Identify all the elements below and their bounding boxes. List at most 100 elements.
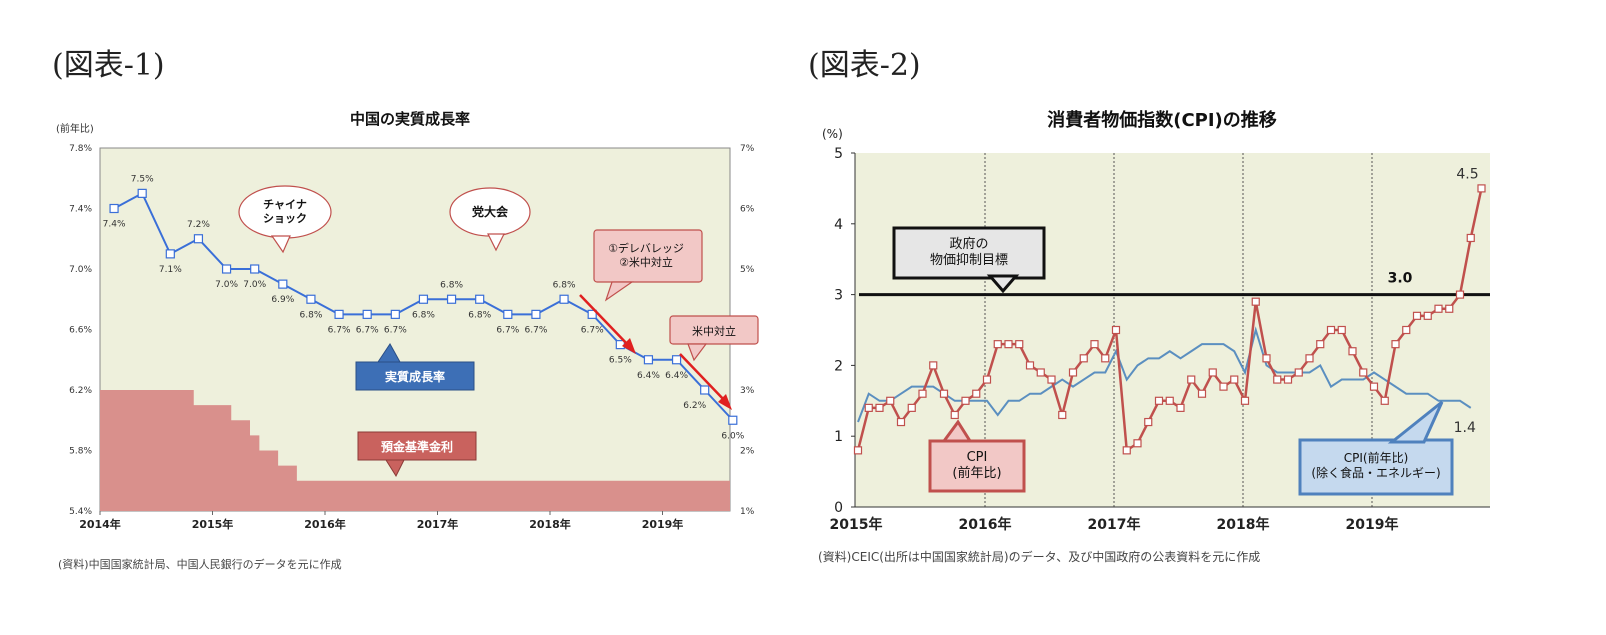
growth-point <box>165 249 175 259</box>
cpi-point <box>1197 389 1207 398</box>
cpi-point <box>1219 382 1228 391</box>
cpi-point <box>1262 354 1271 363</box>
growth-rate-label-pointer <box>377 343 401 363</box>
cpi-point <box>1455 290 1465 299</box>
y-unit-label: (前年比) <box>56 122 94 135</box>
cpi-point <box>907 403 916 412</box>
cpi-point <box>1025 361 1035 370</box>
growth-point <box>503 309 513 319</box>
cpi-point <box>1391 340 1400 349</box>
growth-point <box>362 309 372 319</box>
cpi-point <box>1380 396 1389 405</box>
cpi-point <box>1466 233 1475 243</box>
growth-point <box>278 279 288 289</box>
callout-deleveraging-box <box>593 229 703 283</box>
target-callout-box <box>892 226 1046 280</box>
cpi-point <box>1122 446 1131 455</box>
x-tick-label: 2017年 <box>417 517 459 531</box>
cpi-point <box>1316 340 1325 349</box>
cpi-point <box>1305 354 1314 363</box>
growth-point <box>531 309 541 319</box>
callout-china-shock-tail <box>270 235 291 254</box>
left-y-tick-label: 5.8% <box>69 447 92 457</box>
cpi-point <box>1230 375 1239 384</box>
cpi-point <box>961 396 970 405</box>
callout-party-congress-tail <box>487 233 505 252</box>
cpi-point <box>1402 325 1411 335</box>
cpi-point <box>1144 417 1153 427</box>
cpi-chart: 2015年 2016年 2017年 2018年 2019年 5 4 3 2 1 0 (%) 消費者物価指… <box>822 109 1490 533</box>
y-unit-label: (%) <box>822 127 843 141</box>
cpi-point <box>1079 354 1088 363</box>
growth-data-label: 7.0% <box>215 280 238 290</box>
callout-trade-war-tail <box>687 343 708 362</box>
growth-point <box>306 294 316 304</box>
deposit-rate-label-pointer <box>385 459 405 478</box>
growth-data-label: 6.5% <box>609 356 632 366</box>
deposit-rate-label-box <box>357 431 477 461</box>
growth-data-label: 6.8% <box>468 310 491 320</box>
cpi-point <box>1133 439 1142 448</box>
x-tick-label: 2014年 <box>79 517 121 531</box>
chart-title: 中国の実質成長率 <box>350 110 470 128</box>
cpi-point <box>896 417 906 427</box>
cpi-point <box>1251 297 1260 306</box>
target-callout-pointer <box>986 274 1020 294</box>
x-tick-label: 2016年 <box>959 516 1012 533</box>
cpi-point <box>1154 396 1164 405</box>
cpi-point <box>1294 368 1303 377</box>
trend-arrow-1-head <box>622 338 636 354</box>
growth-point <box>643 355 654 365</box>
growth-data-label: 7.0% <box>243 280 266 290</box>
growth-point <box>250 264 260 274</box>
growth-data-label: 6.7% <box>328 325 351 335</box>
left-y-tick-label: 5.4% <box>69 507 92 517</box>
cpi-point <box>1036 368 1045 377</box>
figure1-label: (図表-1) <box>52 48 165 83</box>
growth-data-label: 6.8% <box>440 280 463 290</box>
x-tick-label: 2019年 <box>1346 516 1399 533</box>
x-tick-label: 2017年 <box>1088 516 1141 533</box>
y-tick-label: 5 <box>834 146 843 162</box>
core-cpi-line <box>857 326 1472 423</box>
y-tick-label: 1 <box>834 429 843 445</box>
callout-trade-war-box <box>669 315 759 345</box>
growth-data-label: 6.7% <box>384 325 407 335</box>
cpi-point <box>864 403 873 412</box>
y-tick-label: 0 <box>834 500 843 516</box>
deposit-rate-area <box>100 390 730 511</box>
growth-data-label: 6.7% <box>525 325 548 335</box>
growth-data-label: 6.8% <box>553 280 576 290</box>
figure2-label: (図表-2) <box>808 48 921 83</box>
growth-point <box>671 355 682 365</box>
right-y-tick-label: 5% <box>740 265 755 275</box>
target-line-label: 3.0 <box>1388 271 1413 287</box>
left-y-tick-label: 6.2% <box>69 386 92 396</box>
right-y-tick-label: 3% <box>740 386 755 396</box>
growth-point <box>728 415 738 425</box>
x-tick-label: 2016年 <box>304 517 346 531</box>
callout-deleveraging-tail <box>604 281 634 302</box>
cpi-callout-pointer <box>941 419 973 443</box>
left-y-tick-label: 7.0% <box>69 265 92 275</box>
x-tick-label: 2015年 <box>830 516 883 533</box>
gdp-growth-chart: 7.8%7.4%7.0%6.6%6.2%5.8%5.4%7%6%5%4%3%2%… <box>56 110 759 531</box>
core-cpi-last-label: 1.4 <box>1454 420 1476 436</box>
growth-data-label: 6.0% <box>721 431 744 441</box>
x-tick-label: 2015年 <box>192 517 234 531</box>
callout-deleveraging-text: ①デレバレッジ ②米中対立 <box>608 241 684 269</box>
figure2-source-note: (資料)CEIC(出所は中国国家統計局)のデータ、及び中国政府の公表資料を元に作… <box>818 550 1261 564</box>
cpi-point <box>1477 184 1486 193</box>
cpi-point <box>939 389 949 398</box>
cpi-point <box>1101 354 1110 363</box>
left-y-tick-label: 7.4% <box>69 205 92 215</box>
cpi-point <box>1445 304 1454 313</box>
growth-data-label: 7.5% <box>131 174 154 184</box>
chart-title: 消費者物価指数(CPI)の推移 <box>1047 109 1277 131</box>
cpi-callout-box <box>928 439 1026 493</box>
cpi-callout-text: CPI (前年比) <box>952 450 1001 481</box>
cpi-point <box>1187 375 1196 384</box>
cpi-point <box>1165 396 1174 405</box>
growth-point <box>700 385 710 395</box>
trend-arrow-2-head <box>718 394 732 410</box>
